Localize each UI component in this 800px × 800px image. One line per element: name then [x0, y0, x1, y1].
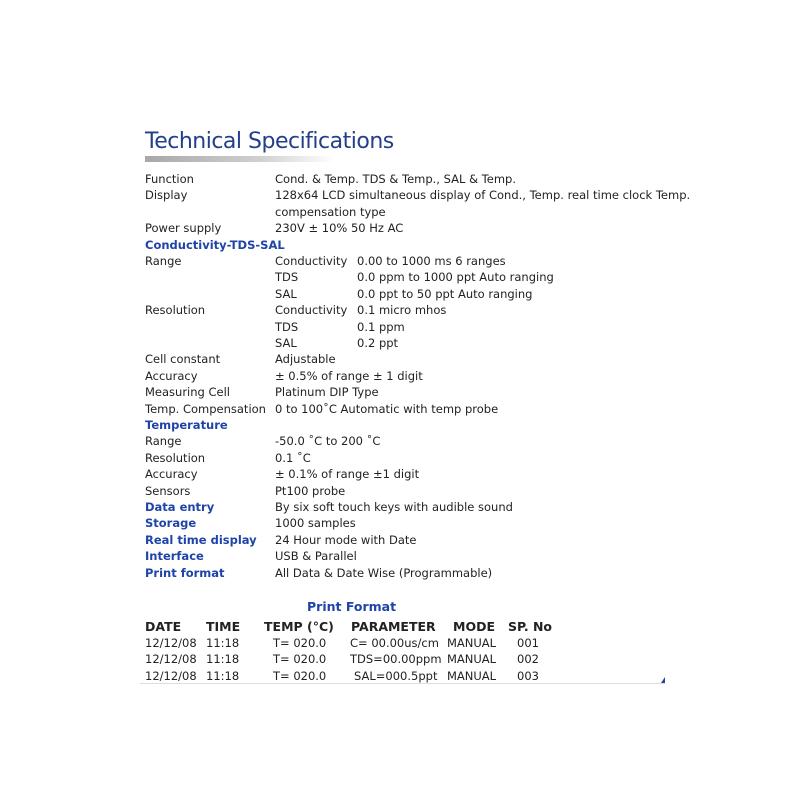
spec-value: Pt100 probe	[275, 483, 346, 498]
spec-value: 0.00 to 1000 ms 6 ranges	[357, 254, 506, 268]
spec-sublabel: Conductivity	[275, 303, 348, 318]
spec-label: Storage	[145, 516, 197, 531]
spec-label: Print format	[145, 565, 225, 580]
spec-value: 0 to 100˚C Automatic with temp probe	[275, 401, 499, 416]
table-cell: 12/12/08	[145, 668, 197, 683]
spec-value: -50.0 ˚C to 200 ˚C	[275, 434, 381, 449]
spec-value: 0.0 ppt to 50 ppt Auto ranging	[357, 286, 533, 301]
table-cell: 003	[517, 668, 539, 683]
column-header: SP. No	[508, 619, 553, 634]
column-header: TIME	[206, 619, 241, 634]
spec-sublabel: SAL	[275, 336, 297, 350]
spec-value: compensation type	[275, 204, 386, 219]
spec-label: Data entry	[145, 500, 215, 514]
spec-label: Temp. Compensation	[145, 401, 266, 416]
page-title: Technical Specifications	[145, 129, 394, 154]
table-cell: 12/12/08	[145, 652, 197, 667]
corner-mark	[661, 677, 665, 683]
column-header: PARAMETER	[351, 619, 436, 634]
table-cell: T= 020.0	[273, 636, 327, 650]
spec-value: 0.1 ˚C	[275, 450, 311, 465]
spec-sublabel: SAL	[275, 286, 297, 301]
table-cell: 12/12/08	[145, 636, 197, 650]
spec-label: Accuracy	[145, 368, 198, 383]
section-heading: Temperature	[145, 418, 228, 432]
table-cell: TDS=00.00ppm	[350, 652, 442, 667]
spec-label: Resolution	[145, 303, 206, 318]
table-cell: T= 020.0	[273, 652, 327, 667]
table-cell: 11:18	[206, 652, 240, 667]
spec-value: Adjustable	[275, 352, 336, 367]
spec-label: Range	[145, 434, 182, 449]
spec-label: Resolution	[145, 450, 206, 465]
spec-sublabel: TDS	[275, 319, 299, 334]
table-cell: MANUAL	[447, 652, 497, 667]
table-cell: MANUAL	[447, 668, 497, 683]
table-cell: 001	[517, 636, 539, 650]
table-cell: 11:18	[206, 636, 240, 650]
divider	[140, 683, 665, 684]
table-cell: 002	[517, 652, 539, 667]
table-cell: MANUAL	[447, 636, 497, 650]
spec-value: 0.1 micro mhos	[357, 303, 447, 318]
spec-label: Cell constant	[145, 352, 221, 367]
table-cell: C= 00.00us/cm	[350, 636, 439, 650]
spec-value: 230V ± 10% 50 Hz AC	[275, 221, 404, 236]
spec-value: Cond. & Temp. TDS & Temp., SAL & Temp.	[275, 172, 516, 186]
table-cell: SAL=000.5ppt	[354, 668, 438, 683]
table-cell: T= 020.0	[273, 668, 327, 683]
spec-value: 24 Hour mode with Date	[275, 532, 417, 547]
spec-value: All Data & Date Wise (Programmable)	[275, 565, 493, 580]
title-underline-bar	[145, 156, 335, 162]
spec-value: 128x64 LCD simultaneous display of Cond.…	[275, 188, 691, 203]
spec-label: Sensors	[145, 483, 191, 498]
spec-value: 0.1 ppm	[357, 319, 405, 334]
column-header: TEMP (°C)	[264, 619, 334, 634]
column-header: DATE	[145, 619, 182, 634]
spec-value: 1000 samples	[275, 516, 356, 531]
spec-label: Function	[145, 172, 194, 186]
spec-value: 0.2 ppt	[357, 336, 399, 350]
print-format-title: Print Format	[307, 599, 397, 614]
spec-sublabel: TDS	[275, 270, 299, 285]
spec-value: Platinum DIP Type	[275, 385, 379, 400]
spec-value: ± 0.5% of range ± 1 digit	[275, 368, 423, 383]
spec-value: By six soft touch keys with audible soun…	[275, 500, 513, 514]
spec-value: ± 0.1% of range ±1 digit	[275, 467, 420, 482]
spec-label: Measuring Cell	[145, 385, 230, 400]
spec-label: Interface	[145, 549, 204, 564]
spec-label: Power supply	[145, 221, 222, 236]
section-heading: Conductivity-TDS-SAL	[145, 237, 285, 252]
spec-value: USB & Parallel	[275, 549, 357, 564]
spec-label: Real time display	[145, 532, 257, 547]
spec-sublabel: Conductivity	[275, 254, 348, 268]
table-cell: 11:18	[206, 668, 240, 683]
column-header: MODE	[453, 619, 495, 634]
spec-label: Display	[145, 188, 188, 203]
spec-value: 0.0 ppm to 1000 ppt Auto ranging	[357, 270, 554, 285]
spec-label: Accuracy	[145, 467, 198, 482]
spec-label: Range	[145, 254, 182, 268]
